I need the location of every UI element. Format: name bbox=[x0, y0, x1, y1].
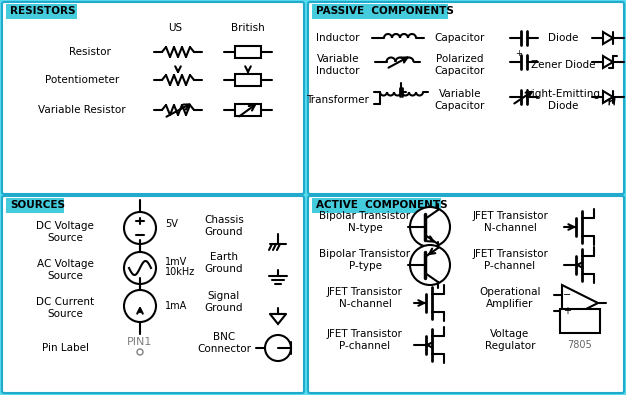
Text: JFET Transistor
P-channel: JFET Transistor P-channel bbox=[327, 329, 403, 351]
FancyBboxPatch shape bbox=[308, 2, 624, 194]
Text: SOURCES: SOURCES bbox=[10, 201, 65, 211]
Circle shape bbox=[124, 252, 156, 284]
Text: Chassis
Ground: Chassis Ground bbox=[204, 215, 244, 237]
Text: 7805: 7805 bbox=[568, 340, 592, 350]
Text: Variable
Capacitor: Variable Capacitor bbox=[435, 89, 485, 111]
Polygon shape bbox=[603, 32, 613, 44]
Text: Diode: Diode bbox=[548, 33, 578, 43]
Polygon shape bbox=[603, 56, 613, 68]
Polygon shape bbox=[562, 285, 598, 321]
Text: Bipolar Transistor
P-type: Bipolar Transistor P-type bbox=[319, 249, 411, 271]
Bar bbox=[6, 198, 63, 213]
Text: Light-Emitting
Diode: Light-Emitting Diode bbox=[526, 89, 600, 111]
Text: +: + bbox=[516, 49, 523, 58]
Text: British: British bbox=[231, 23, 265, 33]
FancyBboxPatch shape bbox=[308, 196, 624, 393]
Bar bbox=[312, 198, 441, 213]
Circle shape bbox=[410, 207, 450, 247]
Text: Pin Label: Pin Label bbox=[41, 343, 88, 353]
Text: DC Voltage
Source: DC Voltage Source bbox=[36, 221, 94, 243]
Circle shape bbox=[124, 290, 156, 322]
Text: −: − bbox=[563, 290, 571, 300]
Text: Variable
Inductor: Variable Inductor bbox=[316, 54, 360, 76]
Text: PIN1: PIN1 bbox=[127, 337, 153, 347]
Text: BNC
Connector: BNC Connector bbox=[197, 332, 251, 354]
Text: Polarized
Capacitor: Polarized Capacitor bbox=[435, 54, 485, 76]
Text: AC Voltage
Source: AC Voltage Source bbox=[36, 259, 93, 281]
Text: 5V: 5V bbox=[165, 219, 178, 229]
Polygon shape bbox=[603, 91, 613, 103]
Circle shape bbox=[137, 349, 143, 355]
Text: JFET Transistor
P-channel: JFET Transistor P-channel bbox=[472, 249, 548, 271]
Bar bbox=[312, 4, 448, 19]
Bar bbox=[235, 74, 261, 86]
Text: RESISTORS: RESISTORS bbox=[10, 6, 76, 17]
Text: Resistor: Resistor bbox=[69, 47, 111, 57]
Text: 10kHz: 10kHz bbox=[165, 267, 195, 277]
Bar bbox=[235, 104, 261, 116]
Text: 1mA: 1mA bbox=[165, 301, 187, 311]
Text: Operational
Amplifier: Operational Amplifier bbox=[480, 287, 541, 309]
Text: Earth
Ground: Earth Ground bbox=[205, 252, 244, 274]
FancyBboxPatch shape bbox=[2, 2, 304, 194]
Bar bbox=[6, 4, 76, 19]
Text: US: US bbox=[168, 23, 182, 33]
Polygon shape bbox=[270, 314, 286, 324]
Text: PASSIVE  COMPONENTS: PASSIVE COMPONENTS bbox=[316, 6, 454, 17]
Text: +: + bbox=[563, 306, 571, 316]
Text: Voltage
Regulator: Voltage Regulator bbox=[485, 329, 535, 351]
Text: 1mV: 1mV bbox=[165, 257, 187, 267]
Text: Potentiometer: Potentiometer bbox=[45, 75, 119, 85]
Text: Bipolar Transistor
N-type: Bipolar Transistor N-type bbox=[319, 211, 411, 233]
Circle shape bbox=[124, 212, 156, 244]
Text: DC Current
Source: DC Current Source bbox=[36, 297, 94, 319]
Text: Inductor: Inductor bbox=[316, 33, 360, 43]
Text: Variable Resistor: Variable Resistor bbox=[38, 105, 126, 115]
Text: Transformer: Transformer bbox=[307, 95, 369, 105]
Text: JFET Transistor
N-channel: JFET Transistor N-channel bbox=[472, 211, 548, 233]
Circle shape bbox=[265, 335, 291, 361]
Bar bbox=[235, 46, 261, 58]
Text: Signal
Ground: Signal Ground bbox=[205, 291, 244, 313]
Bar bbox=[560, 309, 600, 333]
Text: Capacitor: Capacitor bbox=[435, 33, 485, 43]
Circle shape bbox=[410, 245, 450, 285]
Text: ACTIVE  COMPONENTS: ACTIVE COMPONENTS bbox=[316, 201, 448, 211]
FancyBboxPatch shape bbox=[2, 196, 304, 393]
Text: JFET Transistor
N-channel: JFET Transistor N-channel bbox=[327, 287, 403, 309]
Text: Zener Diode: Zener Diode bbox=[531, 60, 595, 70]
